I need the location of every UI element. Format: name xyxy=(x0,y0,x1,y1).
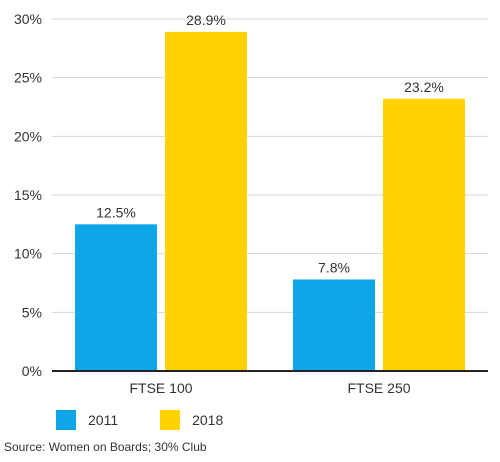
y-tick-label: 20% xyxy=(14,128,42,144)
y-tick-label: 0% xyxy=(22,363,42,379)
y-tick-label: 5% xyxy=(22,304,42,320)
y-tick-label: 10% xyxy=(14,246,42,262)
bar-chart: 0% 5% 10% 15% 20% 25% 30% 12.5% 28.9% FTSE 100 7.8… xyxy=(14,11,488,396)
legend-item-2011: 2011 xyxy=(56,410,118,430)
y-tick-label: 15% xyxy=(14,187,42,203)
bar-2011-2 xyxy=(293,279,375,371)
bar-2018-2 xyxy=(383,98,465,371)
y-tick-label: 25% xyxy=(14,70,42,86)
data-label: 7.8% xyxy=(318,259,350,275)
x-tick-label: FTSE 250 xyxy=(347,380,410,396)
legend-swatch-2018 xyxy=(160,410,181,430)
bar-2011-1 xyxy=(75,224,157,371)
source-note: Source: Women on Boards; 30% Club xyxy=(4,440,207,454)
legend-item-2018: 2018 xyxy=(160,410,223,430)
data-label: 12.5% xyxy=(96,204,136,220)
legend-label-2011: 2011 xyxy=(88,412,119,428)
data-label: 28.9% xyxy=(186,12,226,28)
legend: 2011 2018 xyxy=(56,410,265,430)
y-tick-label: 30% xyxy=(14,11,42,27)
legend-swatch-2011 xyxy=(56,410,76,430)
legend-label-2018: 2018 xyxy=(192,412,224,428)
x-tick-label: FTSE 100 xyxy=(129,380,192,396)
data-label: 23.2% xyxy=(404,79,444,95)
bar-2018-1 xyxy=(165,31,247,371)
